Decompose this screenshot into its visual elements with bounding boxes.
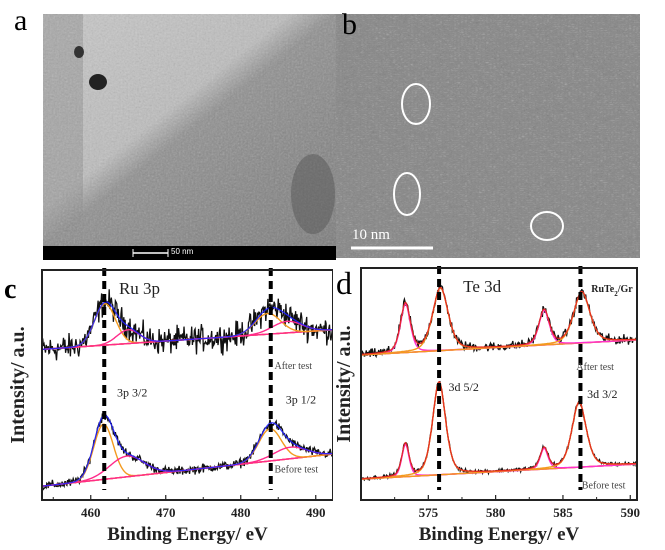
chart-te-3d: 575 580 585 590 Binding Energy/ eV Intensity/… xyxy=(333,265,641,545)
x-tick-label: 460 xyxy=(81,505,101,520)
annotation-label: 3p 1/2 xyxy=(286,392,316,406)
x-tick-label: 590 xyxy=(621,505,641,520)
fit-envelope xyxy=(42,301,333,350)
chart-title: Ru 3p xyxy=(119,279,160,298)
x-tick-label: 585 xyxy=(553,505,573,520)
x-tick-label: 490 xyxy=(306,505,326,520)
plot-frame xyxy=(41,269,333,501)
x-tick-label: 470 xyxy=(156,505,176,520)
sample-label-sub: 2 xyxy=(614,290,618,298)
sample-label: RuTe2/Gr xyxy=(591,284,633,298)
data-trace-after-test xyxy=(41,289,333,361)
x-axis-label: Binding Energy/ eV xyxy=(107,524,268,545)
x-tick-label: 580 xyxy=(486,505,506,520)
scale-bar-label-b: 10 nm xyxy=(352,227,390,243)
annotation-label: 3d 3/2 xyxy=(587,387,617,401)
y-axis-label: Intensity/ a.u. xyxy=(7,326,29,443)
scale-bar-label-a: 50 nm xyxy=(171,247,194,256)
panel-b-hrtem-image: 10 nm b xyxy=(336,8,640,258)
sample-label-main: RuTe xyxy=(591,284,615,295)
annotation-label: 3p 3/2 xyxy=(117,386,147,400)
annotation-label: After test xyxy=(576,362,614,373)
annotation-label: After test xyxy=(275,361,313,372)
panel-a-tem-image: 50 nm xyxy=(43,14,336,260)
annotation-label: 3d 5/2 xyxy=(449,380,479,394)
lattice-circle xyxy=(393,172,421,216)
fit-component-483.9 xyxy=(41,428,333,487)
panel-label-a: a xyxy=(14,4,28,37)
annotation-label: Before test xyxy=(582,480,626,491)
lattice-circle xyxy=(530,211,564,241)
panel-label: d xyxy=(336,265,352,301)
chart-title: Te 3d xyxy=(463,277,501,296)
panel-label-b: b xyxy=(342,8,357,41)
x-tick-label: 480 xyxy=(231,505,251,520)
tem-micrograph-a xyxy=(43,14,336,260)
lattice-circle xyxy=(401,83,431,125)
panel-label: c xyxy=(4,274,16,305)
fit-envelope xyxy=(360,286,637,356)
x-tick-label: 575 xyxy=(419,505,439,520)
plot-frame xyxy=(360,267,638,501)
fit-component-586.2 xyxy=(361,401,637,480)
fit-component-573.3 xyxy=(361,443,638,480)
fit-envelope xyxy=(360,380,637,480)
y-axis-label: Intensity/ a.u. xyxy=(333,325,355,442)
annotation-label: Before test xyxy=(275,464,319,475)
hrtem-micrograph-b xyxy=(336,14,640,258)
x-axis-label: Binding Energy/ eV xyxy=(419,524,580,545)
sample-label-tail: /Gr xyxy=(617,284,634,295)
fit-component-461.7 xyxy=(41,423,333,487)
fit-envelope xyxy=(41,414,333,487)
chart-ru-3p: 460 470 480 490 Binding Energy/ eV Intensity/… xyxy=(4,268,333,545)
